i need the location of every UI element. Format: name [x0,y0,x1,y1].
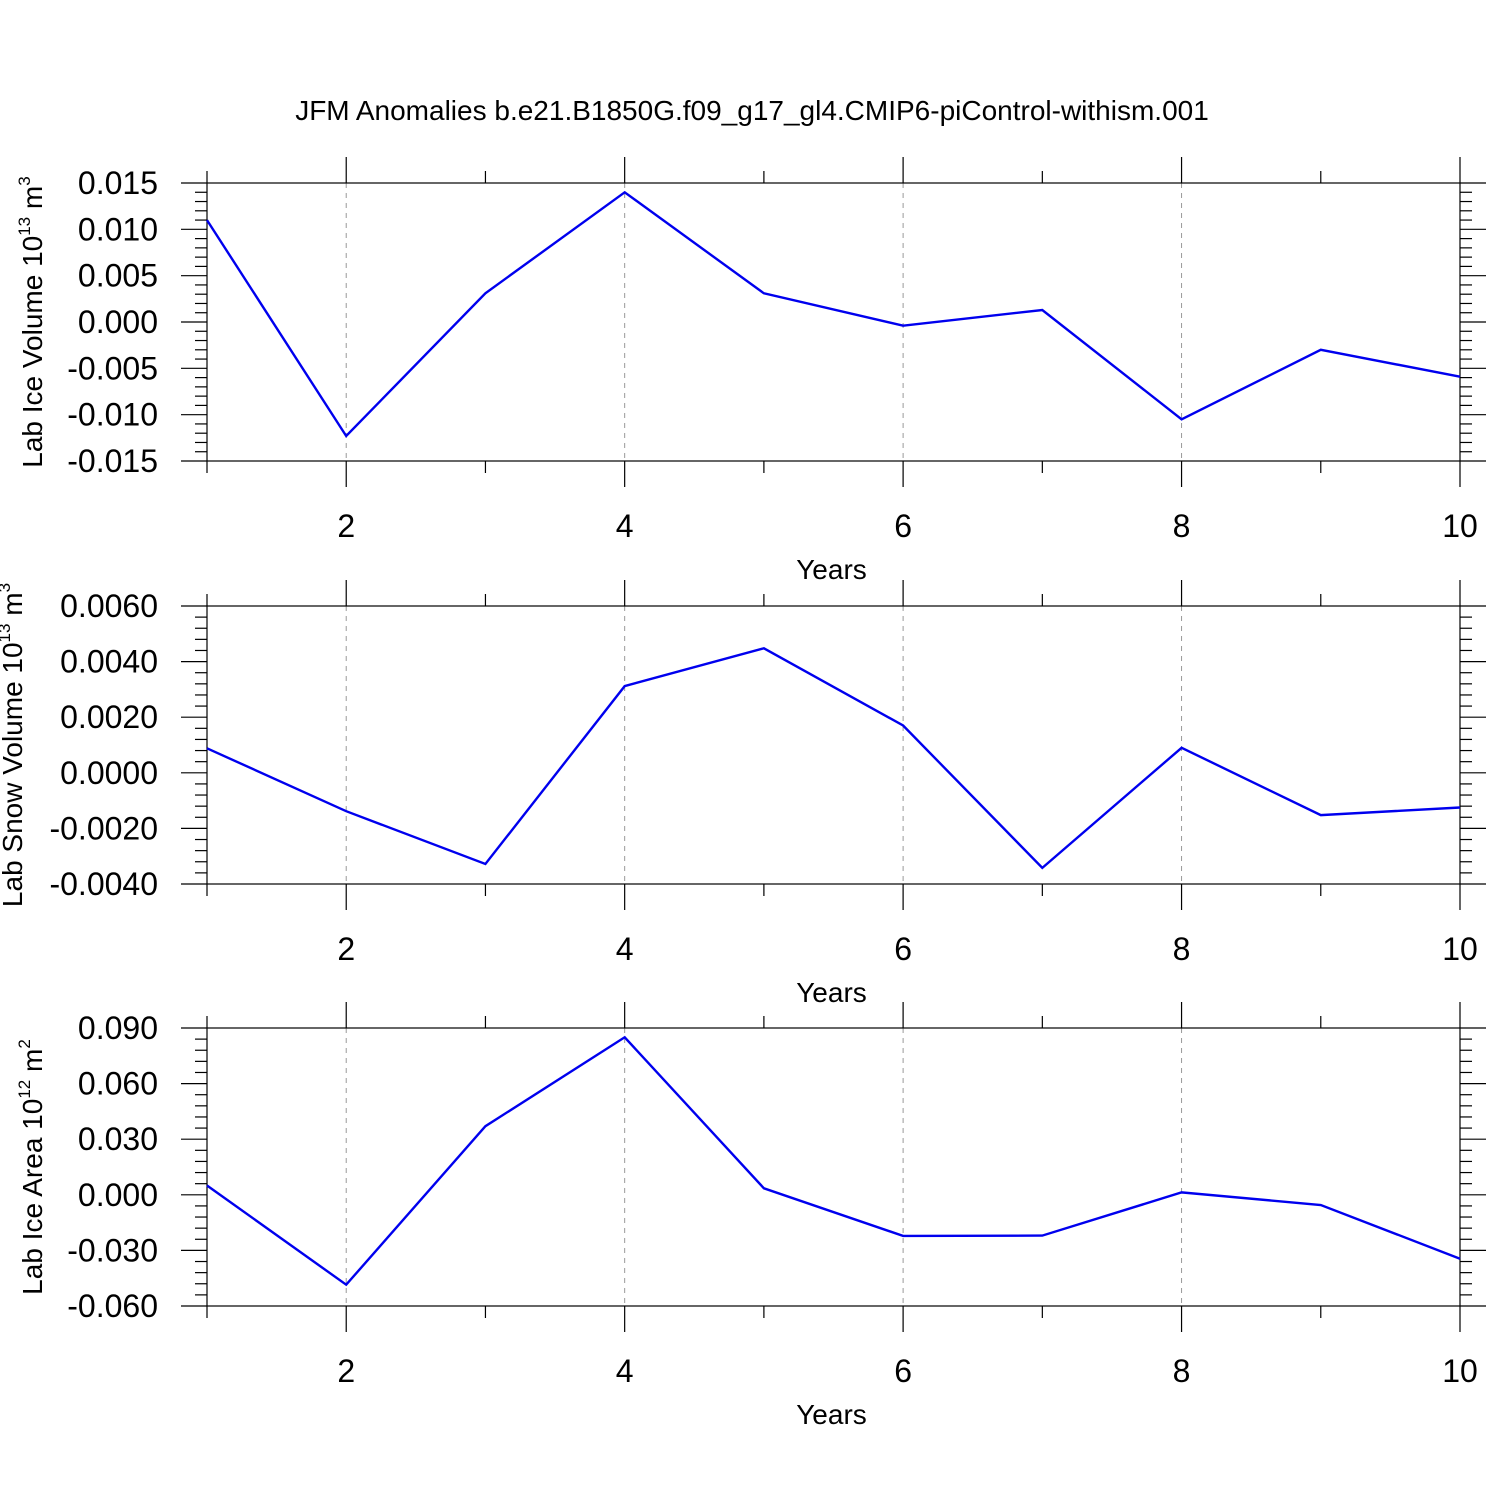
plot-frame [206,182,1461,462]
y-axis-label-text: Lab Snow Volume 10 [0,642,28,907]
y-tick-label: 0.015 [78,165,158,201]
y-axis-label: Lab Ice Volume 1013 m3 [15,176,48,467]
y-tick-label: 0.005 [78,258,158,294]
series-line [205,190,1461,438]
y-axis-label-superscript: 2 [15,1039,34,1048]
x-tick-label: 2 [337,931,355,967]
x-tick-label: 6 [894,508,912,544]
x-tick-label: 6 [894,931,912,967]
y-tick-label: 0.010 [78,211,158,247]
y-axis-label-text: Lab Ice Area 10 [17,1099,48,1295]
x-tick-label: 8 [1173,508,1191,544]
y-tick-label: -0.0040 [49,866,158,902]
y-axis-label-text: m [17,186,48,217]
panel-2: 2 4 6 8 10 -0.0040 -0.0020 0.0000 0.0020 0.0040 0.… [0,580,1486,1008]
x-tick-label: 2 [337,1353,355,1389]
x-axis-label: Years [796,977,867,1008]
y-tick-label: -0.005 [67,350,158,386]
x-tick-label: 10 [1442,931,1478,967]
y-tick-label: 0.060 [78,1066,158,1102]
panel-1: 2 4 6 8 10 -0.015 -0.010 -0.005 0.000 0.005 0.010 0… [15,157,1486,585]
y-tick-label: -0.060 [67,1288,158,1324]
y-tick-label: 0.030 [78,1121,158,1157]
figure-title: JFM Anomalies b.e21.B1850G.f09_g17_gl4.C… [295,95,1209,126]
y-axis-label-superscript: 3 [15,176,34,185]
y-tick-label: 0.0060 [60,588,158,624]
x-tick-label: 8 [1173,1353,1191,1389]
series-line [206,647,1461,870]
y-tick-label: 0.0000 [60,755,158,791]
y-tick-label: 0.0020 [60,699,158,735]
y-axis-label-superscript: 3 [0,583,14,592]
y-axis-label-superscript: 12 [15,1080,34,1099]
y-axis-label-superscript: 13 [0,624,14,643]
x-axis-label: Years [796,1399,867,1430]
y-tick-label: 0.000 [78,1177,158,1213]
y-axis-label: Lab Ice Area 1012 m2 [15,1039,48,1295]
series-line [206,1035,1461,1287]
y-axis-label: Lab Snow Volume 1013 m3 [0,583,28,907]
x-tick-label: 4 [616,931,634,967]
plot-frame [206,605,1461,885]
x-tick-label: 10 [1442,508,1478,544]
x-tick-label: 4 [616,1353,634,1389]
y-axis-label-text: m [17,1049,48,1080]
plot-frame [206,1027,1461,1307]
y-tick-label: -0.010 [67,397,158,433]
y-tick-label: 0.000 [78,304,158,340]
y-tick-label: 0.0040 [60,644,158,680]
y-tick-label: -0.015 [67,443,158,479]
y-axis-label-superscript: 13 [15,217,34,236]
x-tick-label: 4 [616,508,634,544]
panel-3: 2 4 6 8 10 -0.060 -0.030 0.000 0.030 0.060 0.090 Ye… [15,1002,1486,1430]
y-tick-label: -0.030 [67,1232,158,1268]
x-tick-label: 8 [1173,931,1191,967]
y-axis-label-text: Lab Ice Volume 10 [17,236,48,468]
x-tick-label: 2 [337,508,355,544]
x-axis-label: Years [796,554,867,585]
y-tick-label: -0.0020 [49,810,158,846]
y-tick-label: 0.090 [78,1010,158,1046]
x-tick-label: 10 [1442,1353,1478,1389]
y-axis-label-text: m [0,592,28,623]
x-tick-label: 6 [894,1353,912,1389]
